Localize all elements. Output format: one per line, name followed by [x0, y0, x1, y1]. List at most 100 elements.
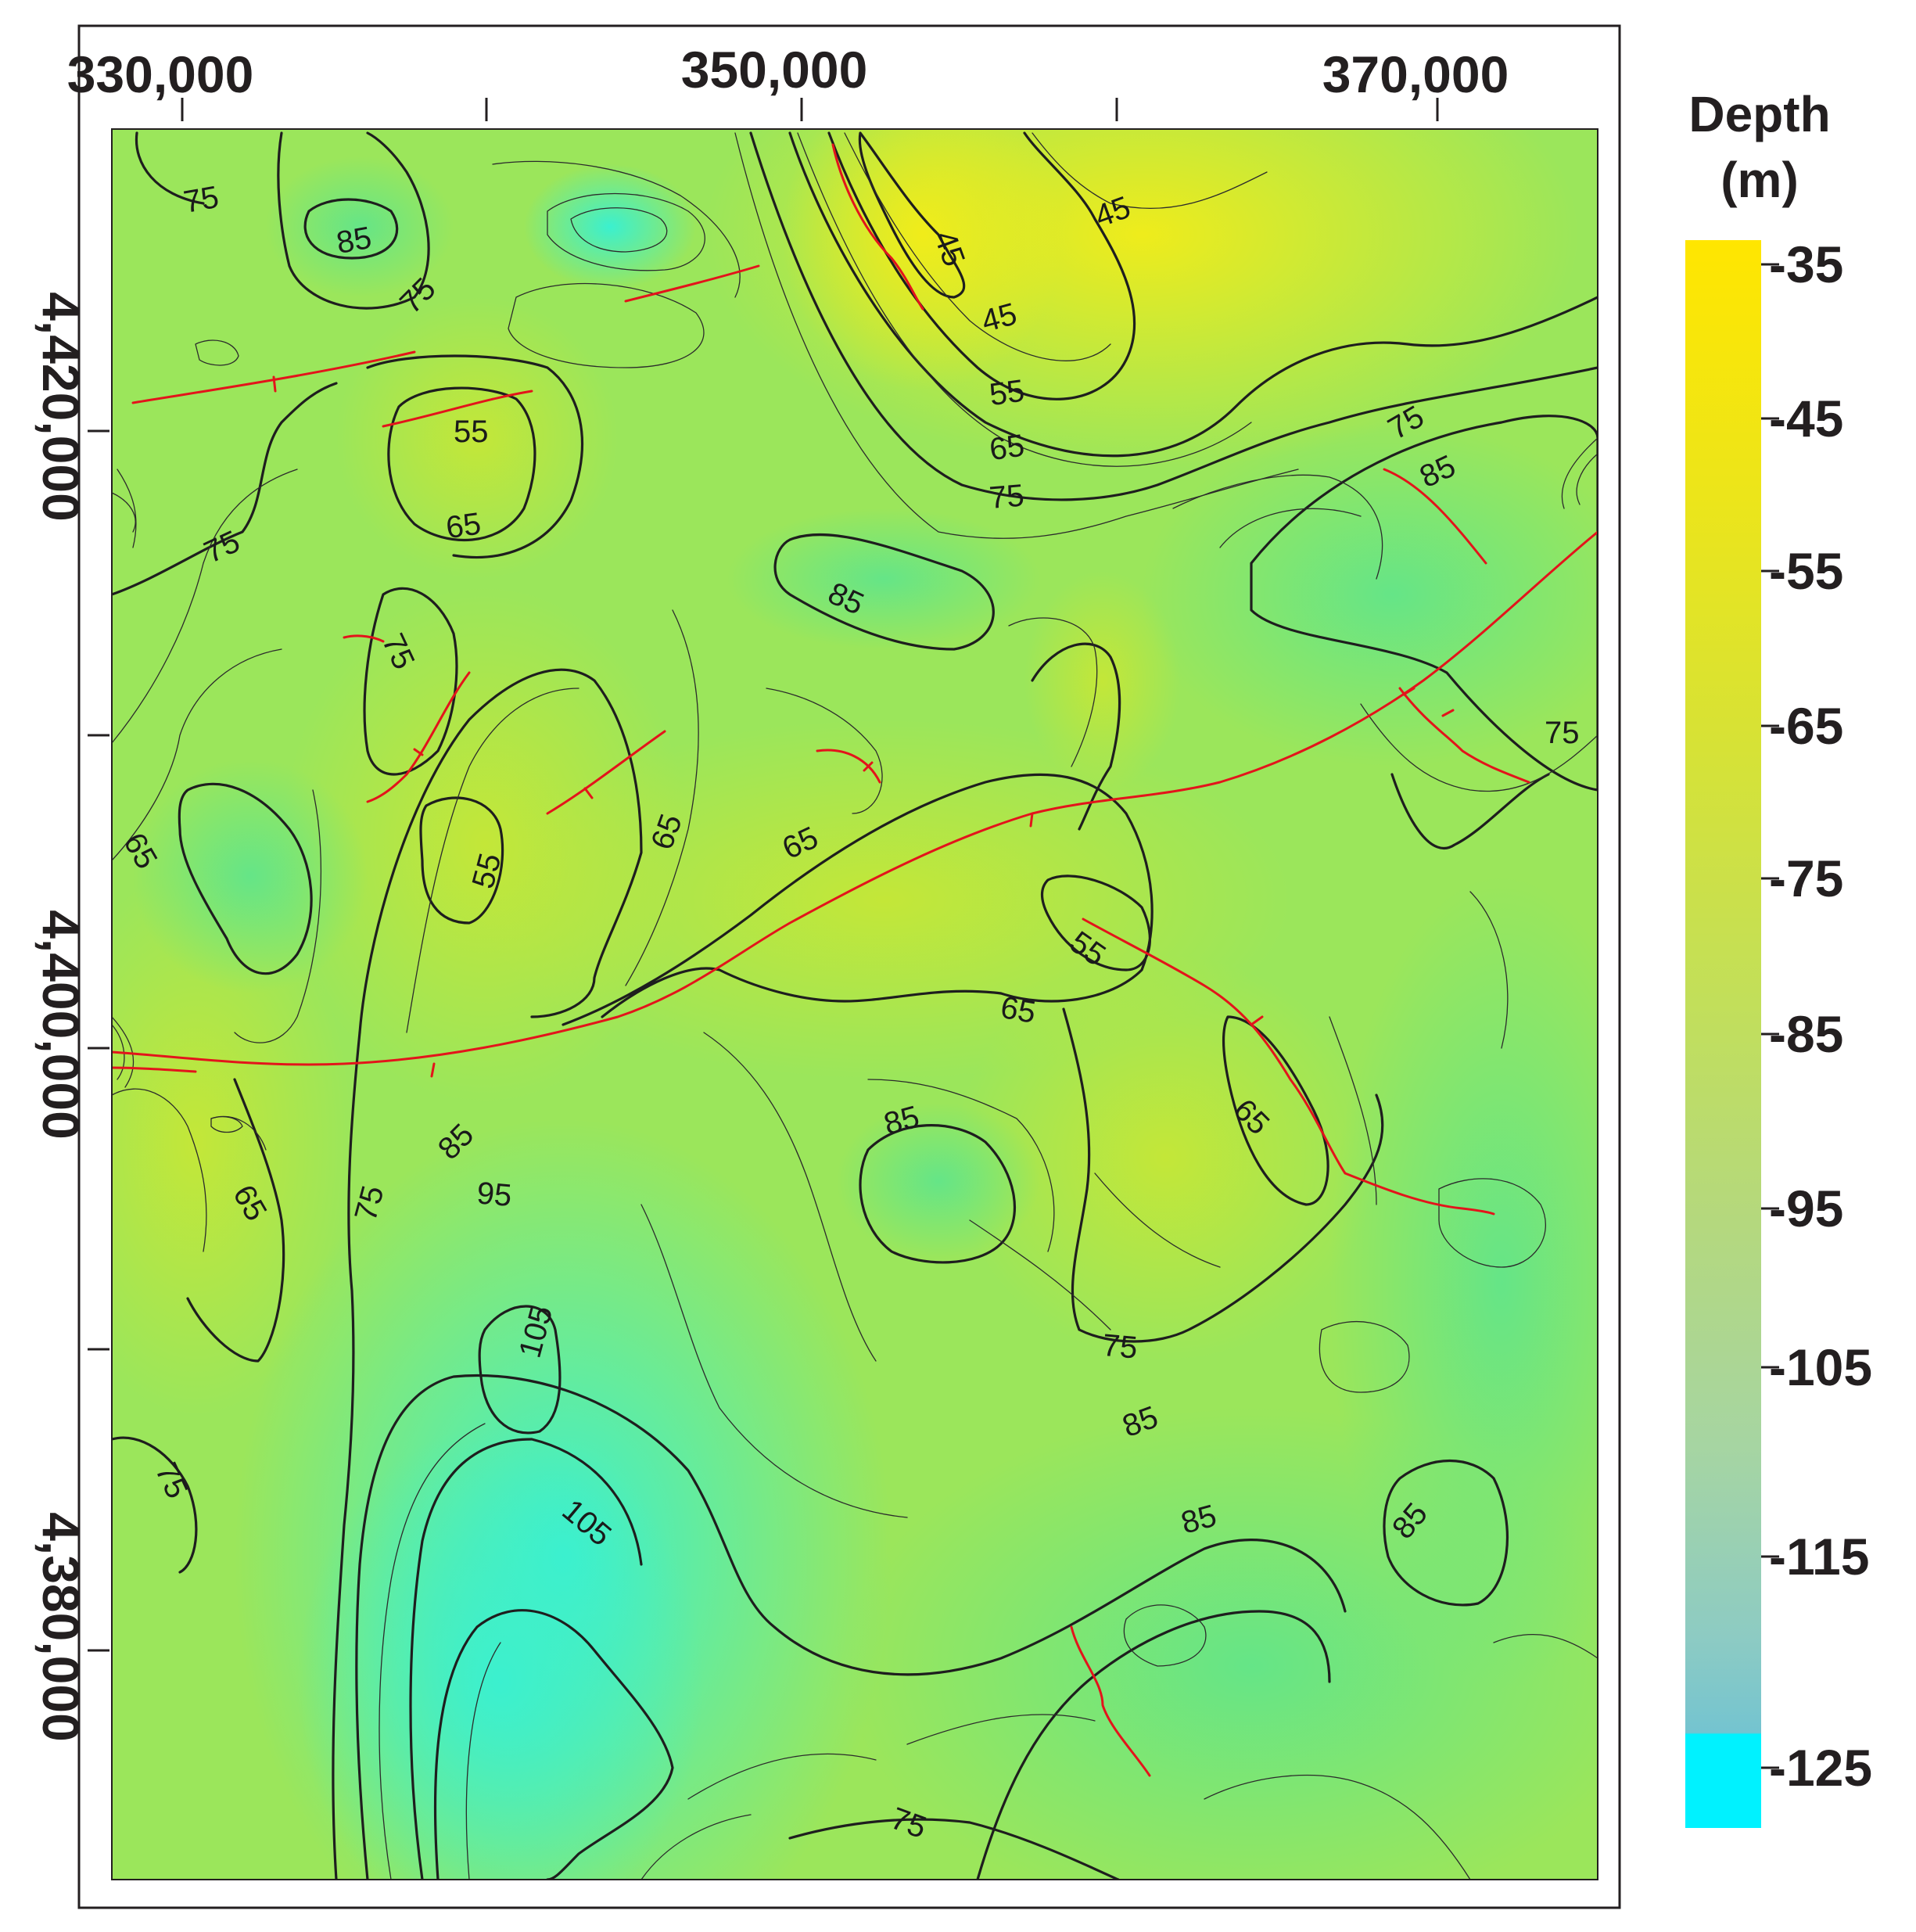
- deep-zone-west: [133, 759, 368, 993]
- contour-label: 65: [443, 506, 483, 545]
- fault-tick: [272, 375, 277, 393]
- deep-zone-center-n: [727, 508, 1040, 649]
- minor-contours: [112, 132, 1598, 1880]
- minor-contour: [1561, 437, 1598, 509]
- minor-contour: [1204, 1774, 1471, 1880]
- colorbar-label: -55: [1769, 542, 1843, 600]
- contour-55-west: [419, 796, 504, 925]
- colorbar-gradient: [1685, 240, 1761, 1828]
- minor-contour: [625, 609, 699, 986]
- minor-contour: [112, 1016, 135, 1088]
- contour-label: 75: [181, 180, 221, 220]
- x-axis: [181, 98, 1439, 121]
- minor-contour: [906, 1714, 1096, 1745]
- fault-c-1: [546, 730, 666, 815]
- colorbar-label: -105: [1769, 1338, 1872, 1396]
- contour-75-nw: [135, 131, 205, 205]
- colorbar-label: -125: [1769, 1739, 1872, 1797]
- y-tick-label: 4,380,000: [32, 1512, 90, 1742]
- fault-tick: [413, 748, 424, 756]
- contour-label: 55: [987, 373, 1026, 412]
- minor-contour: [1008, 617, 1098, 767]
- minor-contour: [195, 339, 239, 366]
- minor-contour: [508, 282, 705, 368]
- contour-label: 85: [334, 221, 374, 260]
- shallow-zone-ne-peak: [782, 129, 1064, 391]
- fault-tick: [1441, 709, 1455, 717]
- fault-w-2: [343, 634, 385, 643]
- deep-zone-nw-hole: [266, 156, 454, 297]
- contour-85-south: [355, 1374, 1347, 1880]
- minor-contour: [112, 469, 298, 744]
- fault-ticks: [272, 375, 1455, 1078]
- contour-55-central: [1040, 874, 1151, 971]
- deep-zone-north-hole: [524, 164, 696, 289]
- colorbar-label: -85: [1769, 1005, 1843, 1063]
- contour-75-east-band: [1390, 773, 1550, 850]
- colorbar-label: -75: [1769, 849, 1843, 907]
- shallow-zone-se-central: [954, 954, 1376, 1361]
- minor-contour: [1360, 703, 1598, 792]
- contour-105-south-sw: [433, 1609, 674, 1880]
- contour-label: 55: [454, 415, 489, 449]
- colorbar-labels: -35 -45 -55 -65 -75 -85 -95 -105 -115 -1…: [1769, 235, 1872, 1797]
- major-contours: [112, 131, 1598, 1880]
- minor-contour: [1094, 1172, 1221, 1268]
- minor-contour: [640, 1204, 908, 1518]
- minor-contour: [797, 132, 1252, 467]
- minor-contour: [687, 1753, 877, 1800]
- minor-contour: [570, 207, 668, 253]
- contour-75-ne: [749, 131, 1598, 501]
- minor-contour: [703, 1032, 877, 1362]
- fault-c-2: [816, 749, 881, 784]
- contour-75-nw-ring: [277, 131, 430, 310]
- fault-s-1: [1070, 1625, 1151, 1777]
- contour-65-east-loop: [1222, 1015, 1329, 1206]
- minor-contour: [640, 1814, 752, 1880]
- minor-contour: [1123, 1604, 1207, 1667]
- contour-label: 65: [998, 990, 1038, 1030]
- fault-tick: [430, 1062, 436, 1078]
- colorbar-title-line2: (m): [1720, 152, 1799, 208]
- contour-75-west-lobe: [178, 782, 313, 975]
- contour-label: 75: [1101, 1328, 1139, 1366]
- contour-85-ne-basin: [1250, 415, 1598, 792]
- contour-55-nw: [387, 386, 536, 542]
- shallow-zone-sw: [112, 868, 352, 1416]
- contour-75-west-loop: [363, 587, 458, 776]
- deep-zone-e: [1329, 876, 1598, 1690]
- minor-contour: [1172, 474, 1383, 580]
- minor-contour: [1438, 1178, 1546, 1268]
- minor-contour: [547, 192, 705, 271]
- contour-75-se-central: [1062, 1007, 1384, 1343]
- contour-75-west-band: [112, 382, 338, 596]
- contour-85-center-n: [773, 533, 995, 651]
- minor-contour: [766, 688, 883, 814]
- minor-contour: [734, 132, 1299, 539]
- contour-65-west: [358, 668, 643, 1034]
- colorbar-label: -115: [1769, 1528, 1869, 1585]
- fault-tick: [1029, 812, 1034, 828]
- contour-85-center-s: [859, 1124, 1017, 1264]
- fault-nw-2: [382, 390, 533, 428]
- map-field: 75 85 75 45 45 45 55 55 65 75 65 75 85 7…: [112, 129, 1598, 1880]
- contour-65-nw: [366, 354, 584, 559]
- x-tick-label: 330,000: [67, 45, 254, 103]
- colorbar-label: -95: [1769, 1180, 1843, 1237]
- minor-contour: [379, 1423, 486, 1880]
- contour-65-sw-lobe: [186, 1078, 285, 1363]
- minor-contour: [406, 688, 579, 1033]
- contour-85-se-band: [976, 1610, 1331, 1880]
- fault-tick: [1250, 1015, 1264, 1026]
- fault-tick: [1402, 687, 1415, 696]
- contour-label: 65: [987, 428, 1026, 467]
- minor-contour: [465, 1642, 501, 1880]
- minor-contour: [492, 160, 741, 298]
- contour-label: 95: [475, 1176, 513, 1213]
- fault-se-1: [1082, 918, 1495, 1216]
- contour-75-south: [788, 1818, 1120, 1880]
- colorbar: Depth (m) -35 -45 -55 -65 -75 -85 -95 -1…: [1685, 86, 1872, 1828]
- colorbar-ticks: [1761, 263, 1779, 1769]
- fault-w-1: [366, 671, 471, 803]
